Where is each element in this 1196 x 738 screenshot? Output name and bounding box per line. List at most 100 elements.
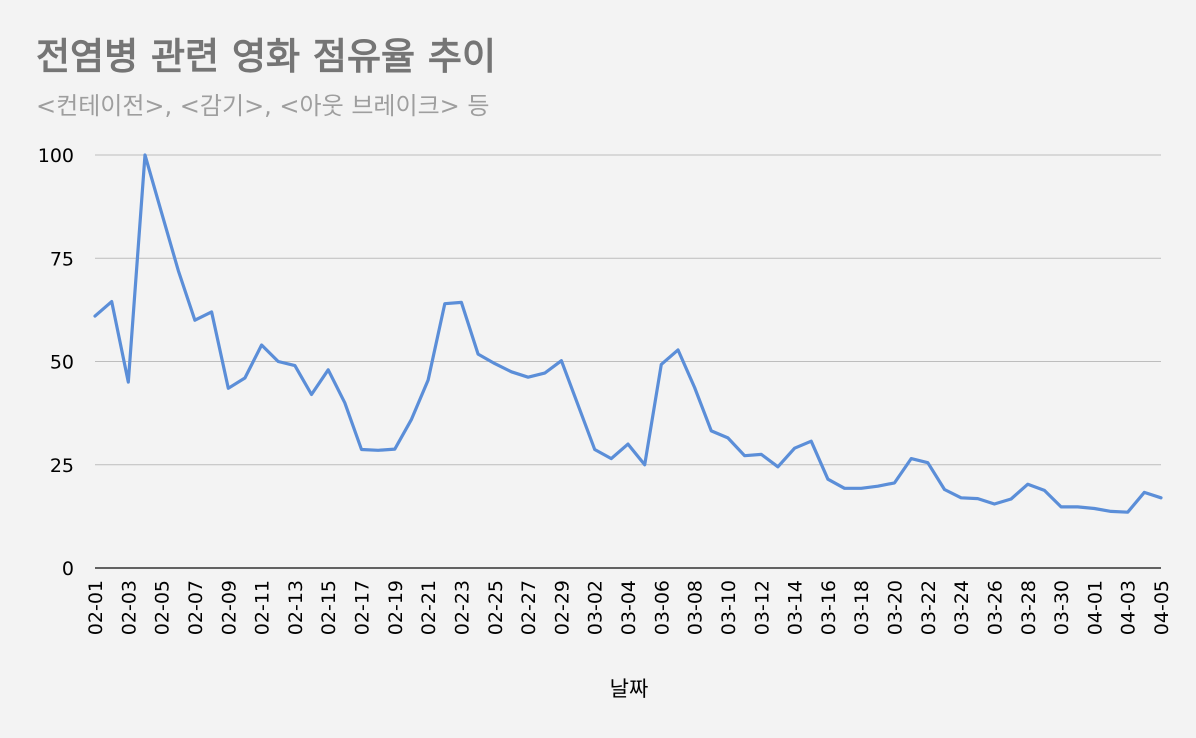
x-tick-label: 03-26 [984,580,1006,635]
data-point [926,461,929,464]
y-tick-label: 50 [50,352,74,374]
data-point [810,440,813,443]
data-point [643,463,646,466]
data-point [310,393,313,396]
data-point [943,488,946,491]
data-point [243,377,246,380]
x-tick-label: 02-19 [385,580,407,635]
data-point [1126,511,1129,514]
x-tick-label: 02-05 [152,580,174,635]
data-point [493,362,496,365]
chart-subtitle: <컨테이전>, <감기>, <아웃 브레이크> 등 [36,92,490,120]
data-point [527,376,530,379]
data-point [677,348,680,351]
data-point [1160,496,1163,499]
data-point [1110,510,1113,513]
x-tick-label: 02-07 [185,580,207,635]
data-point [94,315,97,318]
data-point [477,353,480,356]
x-tick-label: 03-20 [885,580,907,635]
x-tick-label: 02-11 [252,580,274,635]
x-tick-label: 02-01 [85,580,107,635]
data-point [1143,491,1146,494]
data-point [127,381,130,384]
data-point [726,436,729,439]
data-point [1060,505,1063,508]
data-point [993,503,996,506]
series-line [93,153,1163,514]
data-point [627,443,630,446]
data-point [1043,489,1046,492]
chart-title: 전염병 관련 영화 점유율 추이 [36,35,497,78]
x-tick-label: 02-13 [285,580,307,635]
x-tick-label: 04-03 [1118,580,1140,635]
x-tick-label: 03-10 [718,580,740,635]
data-point [160,211,163,214]
x-tick-label: 04-01 [1084,580,1106,635]
data-point [660,363,663,366]
y-tick-label: 25 [50,455,74,477]
x-tick-label: 02-21 [418,580,440,635]
data-point [593,448,596,451]
data-point [776,465,779,468]
data-point [560,359,563,362]
data-point [360,448,363,451]
x-tick-label: 02-29 [551,580,573,635]
data-point [1076,505,1079,508]
data-point [377,449,380,452]
data-point [910,457,913,460]
data-point [793,447,796,450]
data-point [427,379,430,382]
data-point [826,478,829,481]
y-tick-label: 75 [50,248,74,270]
y-tick-label: 100 [38,145,74,167]
data-point [343,401,346,404]
data-point [876,485,879,488]
data-point [327,368,330,371]
data-point [110,300,113,303]
x-tick-label: 02-25 [485,580,507,635]
x-tick-label: 03-02 [585,580,607,635]
x-tick-label: 02-09 [218,580,240,635]
data-point [710,429,713,432]
data-point [510,370,513,373]
x-tick-label: 03-22 [918,580,940,635]
data-point [260,344,263,347]
data-point [443,302,446,305]
data-point [543,372,546,375]
x-tick-label: 03-18 [851,580,873,635]
x-tick-label: 02-15 [318,580,340,635]
x-tick-label: 03-08 [685,580,707,635]
x-tick-label: 03-06 [651,580,673,635]
data-point [393,448,396,451]
data-point [144,154,147,157]
data-point [293,364,296,367]
data-point [976,497,979,500]
data-point [1093,507,1096,510]
x-tick-label: 03-30 [1051,580,1073,635]
data-point [210,310,213,313]
data-point [277,360,280,363]
data-point [743,454,746,457]
x-tick-label: 03-12 [751,580,773,635]
data-point [693,386,696,389]
x-tick-label: 03-14 [785,580,807,635]
x-tick-label: 03-16 [818,580,840,635]
data-point [177,269,180,272]
x-tick-label: 03-24 [951,580,973,635]
x-tick-label: 04-05 [1151,580,1173,635]
data-point [193,319,196,322]
data-point [860,487,863,490]
data-point [577,403,580,406]
data-point [1026,483,1029,486]
x-axis-title: 날짜 [610,677,649,701]
data-point [960,496,963,499]
data-point [893,481,896,484]
data-point [1010,498,1013,501]
data-point [760,453,763,456]
data-point [460,301,463,304]
x-tick-label: 03-04 [618,580,640,635]
data-point [227,387,230,390]
